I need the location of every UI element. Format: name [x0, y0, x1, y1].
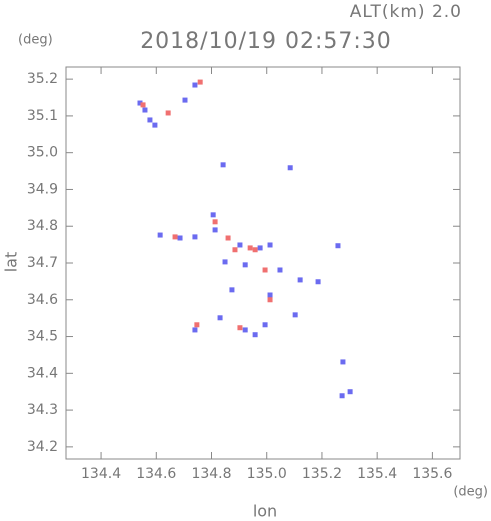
echo-point: [297, 277, 303, 283]
echo-point: [177, 235, 183, 241]
echo-point: [232, 247, 238, 253]
echo-point: [315, 279, 321, 285]
echo-point: [157, 232, 163, 238]
echo-point: [140, 102, 146, 108]
y-tick-label: 35.1: [27, 108, 58, 124]
echo-point: [229, 287, 235, 293]
x-tick-label: 135.6: [412, 466, 452, 482]
echo-point: [147, 117, 153, 123]
x-tick-label: 134.4: [81, 466, 121, 482]
echo-point: [237, 325, 243, 331]
echo-point: [339, 393, 345, 399]
echo-point: [257, 245, 263, 251]
echo-point: [262, 267, 268, 273]
echo-point: [225, 235, 231, 241]
x-label: lon: [253, 502, 277, 521]
y-tick-label: 34.4: [27, 365, 58, 381]
echo-point: [267, 242, 273, 248]
echo-point: [172, 234, 178, 240]
echo-point: [212, 219, 218, 225]
echo-point: [137, 100, 143, 106]
echo-point: [237, 242, 243, 248]
x-tick-label: 134.8: [191, 466, 231, 482]
echo-point: [192, 234, 198, 240]
y-tick-label: 34.5: [27, 329, 58, 345]
x-tick-label: 135.2: [302, 466, 342, 482]
x-unit: (deg): [453, 485, 488, 500]
y-unit: (deg): [18, 33, 53, 48]
echo-point: [197, 79, 203, 85]
echo-point: [287, 165, 293, 171]
echo-point: [192, 82, 198, 88]
echo-point: [262, 322, 268, 328]
echo-point: [165, 110, 171, 116]
y-tick-label: 35.0: [27, 145, 58, 161]
echo-point: [217, 315, 223, 321]
y-tick-label: 34.3: [27, 402, 58, 418]
echo-point: [210, 212, 216, 218]
x-tick-label: 135.4: [357, 466, 397, 482]
echo-point: [222, 259, 228, 265]
echo-point: [252, 247, 258, 253]
x-tick-label: 135.0: [247, 466, 287, 482]
echo-point: [142, 107, 148, 113]
y-tick-label: 34.2: [27, 439, 58, 455]
chart-title: 2018/10/19 02:57:30: [140, 29, 392, 54]
y-tick-label: 35.2: [27, 71, 58, 87]
chart-subtitle: ALT(km) 2.0: [350, 2, 462, 22]
echo-point: [192, 327, 198, 333]
echo-point: [267, 292, 273, 298]
x-tick-label: 134.6: [136, 466, 176, 482]
echo-point: [152, 122, 158, 128]
echo-point: [242, 262, 248, 268]
y-tick-label: 34.6: [27, 292, 58, 308]
echo-point: [212, 227, 218, 233]
echo-point: [292, 312, 298, 318]
y-tick-label: 34.8: [27, 218, 58, 234]
echo-point: [242, 327, 248, 333]
echo-point: [277, 267, 283, 273]
echo-point: [220, 162, 226, 168]
echo-point: [340, 359, 346, 365]
echo-point: [335, 243, 341, 249]
y-label: lat: [2, 252, 21, 273]
echo-point: [252, 332, 258, 338]
echo-point: [347, 389, 353, 395]
y-tick-label: 34.9: [27, 181, 58, 197]
echo-point: [247, 245, 253, 251]
plot-frame: [65, 66, 461, 460]
y-tick-label: 34.7: [27, 255, 58, 271]
echo-point: [182, 97, 188, 103]
echo-point: [267, 297, 273, 303]
echo-point: [194, 322, 200, 328]
